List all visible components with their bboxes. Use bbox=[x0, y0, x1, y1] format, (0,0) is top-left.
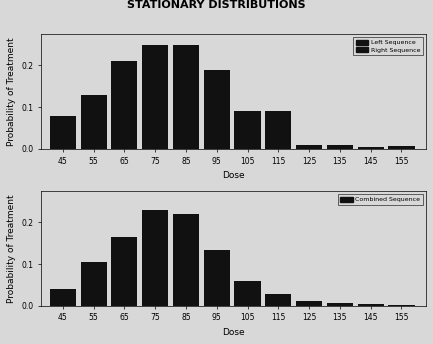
Bar bbox=[81, 262, 107, 306]
Bar bbox=[173, 214, 199, 306]
Bar bbox=[234, 136, 261, 149]
Bar bbox=[358, 147, 384, 149]
Bar bbox=[81, 116, 107, 149]
Bar bbox=[265, 294, 291, 306]
Bar bbox=[50, 289, 76, 306]
Bar bbox=[204, 111, 230, 149]
Bar bbox=[111, 61, 137, 149]
Bar bbox=[296, 301, 322, 306]
Bar bbox=[81, 95, 107, 149]
Bar bbox=[265, 136, 291, 149]
Bar bbox=[111, 237, 137, 306]
Bar bbox=[296, 145, 322, 149]
Y-axis label: Probability of Treatment: Probability of Treatment bbox=[7, 194, 16, 303]
Text: STATIONARY DISTRIBUTIONS: STATIONARY DISTRIBUTIONS bbox=[127, 0, 306, 10]
Bar bbox=[234, 281, 261, 306]
Bar bbox=[327, 303, 353, 306]
Bar bbox=[50, 116, 76, 149]
X-axis label: Dose: Dose bbox=[223, 328, 245, 337]
Bar bbox=[142, 210, 168, 306]
Bar bbox=[358, 304, 384, 306]
Bar bbox=[173, 65, 199, 149]
Legend: Combined Sequence: Combined Sequence bbox=[338, 194, 423, 205]
Bar bbox=[327, 146, 353, 149]
Bar bbox=[204, 69, 230, 149]
Bar bbox=[358, 147, 384, 149]
Bar bbox=[142, 45, 168, 149]
Bar bbox=[388, 146, 414, 149]
Bar bbox=[296, 146, 322, 149]
Bar bbox=[142, 65, 168, 149]
Legend: Left Sequence, Right Sequence: Left Sequence, Right Sequence bbox=[353, 37, 423, 55]
Bar bbox=[327, 145, 353, 149]
Y-axis label: Probability of Treatment: Probability of Treatment bbox=[7, 37, 16, 146]
X-axis label: Dose: Dose bbox=[223, 171, 245, 180]
Bar bbox=[111, 95, 137, 149]
Bar bbox=[265, 111, 291, 149]
Bar bbox=[204, 249, 230, 306]
Bar bbox=[173, 45, 199, 149]
Bar bbox=[234, 111, 261, 149]
Bar bbox=[388, 305, 414, 306]
Bar bbox=[388, 146, 414, 149]
